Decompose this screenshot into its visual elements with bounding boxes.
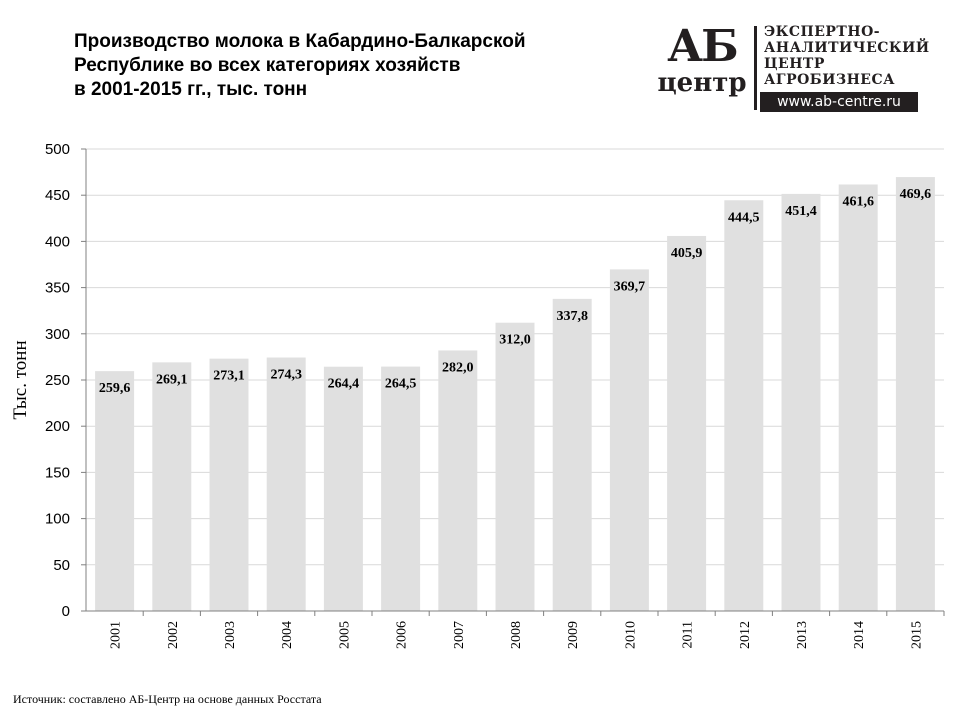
data-label: 451,4 (785, 204, 817, 219)
data-label: 444,5 (728, 210, 760, 225)
chart-title: Производство молока в Кабардино-Балкарск… (74, 30, 526, 102)
y-tick-label: 400 (45, 233, 70, 250)
data-label: 337,8 (556, 309, 588, 324)
bar-2009 (552, 298, 592, 611)
logo-divider (754, 26, 757, 110)
data-label: 461,6 (842, 194, 874, 209)
data-label: 312,0 (499, 333, 531, 348)
x-tick-label: 2004 (280, 621, 295, 649)
title-line: Производство молока в Кабардино-Балкарск… (74, 31, 526, 52)
x-tick-label: 2003 (223, 621, 238, 649)
x-tick-label: 2006 (395, 621, 410, 649)
y-axis-label: Тыс. тонн (10, 340, 31, 419)
data-label: 405,9 (671, 246, 703, 261)
bar-2013 (781, 193, 821, 611)
title-line: Республике во всех категориях хозяйств (74, 55, 461, 76)
y-tick-label: 100 (45, 511, 70, 528)
x-tick-label: 2013 (795, 621, 810, 649)
data-label: 264,4 (328, 377, 360, 392)
x-tick-label: 2011 (681, 621, 696, 648)
x-tick-label: 2010 (623, 621, 638, 649)
y-tick-label: 200 (45, 418, 70, 435)
logo-text-line: ЦЕНТР (764, 56, 825, 72)
data-label: 259,6 (99, 381, 131, 396)
x-tick-label: 2009 (566, 621, 581, 649)
x-tick-label: 2005 (337, 621, 352, 649)
logo-text-line: АГРОБИЗНЕСА (764, 72, 896, 88)
bar-2014 (838, 184, 878, 611)
data-label: 282,0 (442, 360, 474, 375)
logo-mark-top: АБ (667, 21, 738, 72)
bar-2008 (495, 322, 535, 611)
ab-centre-logo: АБ центр ЭКСПЕРТНО- АНАЛИТИЧЕСКИЙ ЦЕНТР … (656, 24, 929, 114)
bar-2001 (95, 371, 135, 611)
logo-mark: АБ центр (656, 24, 748, 104)
logo-url: www.ab-centre.ru (760, 92, 918, 112)
x-tick-label: 2012 (738, 621, 753, 649)
y-tick-label: 500 (45, 141, 70, 158)
data-label: 264,5 (385, 377, 417, 392)
data-label: 273,1 (213, 369, 245, 384)
data-label: 469,6 (900, 187, 932, 202)
x-tick-label: 2015 (909, 621, 924, 649)
data-label: 369,7 (614, 279, 646, 294)
y-tick-label: 450 (45, 187, 70, 204)
y-tick-label: 0 (62, 603, 70, 620)
bar-2011 (667, 235, 707, 611)
bar-2002 (152, 362, 192, 611)
x-tick-label: 2007 (452, 621, 467, 649)
title-line: в 2001-2015 гг., тыс. тонн (74, 79, 308, 100)
y-tick-label: 300 (45, 326, 70, 343)
source-note: Источник: составлено АБ-Центр на основе … (13, 692, 322, 706)
data-label: 274,3 (270, 368, 302, 383)
bar-2010 (609, 269, 649, 611)
bar-2012 (724, 200, 764, 612)
y-tick-label: 250 (45, 372, 70, 389)
bar-2007 (438, 350, 478, 611)
y-tick-label: 350 (45, 280, 70, 297)
bar-2015 (895, 177, 935, 611)
x-tick-label: 2014 (852, 621, 867, 649)
bar-2005 (323, 366, 363, 611)
x-tick-label: 2001 (109, 621, 124, 649)
y-tick-label: 50 (53, 557, 70, 574)
logo-text-line: АНАЛИТИЧЕСКИЙ (764, 40, 930, 56)
x-tick-label: 2002 (166, 621, 181, 649)
bar-2004 (266, 357, 306, 611)
data-label: 269,1 (156, 372, 188, 387)
x-tick-label: 2008 (509, 621, 524, 649)
y-tick-label: 150 (45, 464, 70, 481)
bar-2006 (381, 366, 421, 611)
bar-2003 (209, 358, 249, 611)
logo-text-line: ЭКСПЕРТНО- (764, 24, 881, 40)
logo-text: ЭКСПЕРТНО- АНАЛИТИЧЕСКИЙ ЦЕНТР АГРОБИЗНЕ… (764, 24, 930, 88)
logo-mark-bottom: центр (657, 68, 747, 98)
